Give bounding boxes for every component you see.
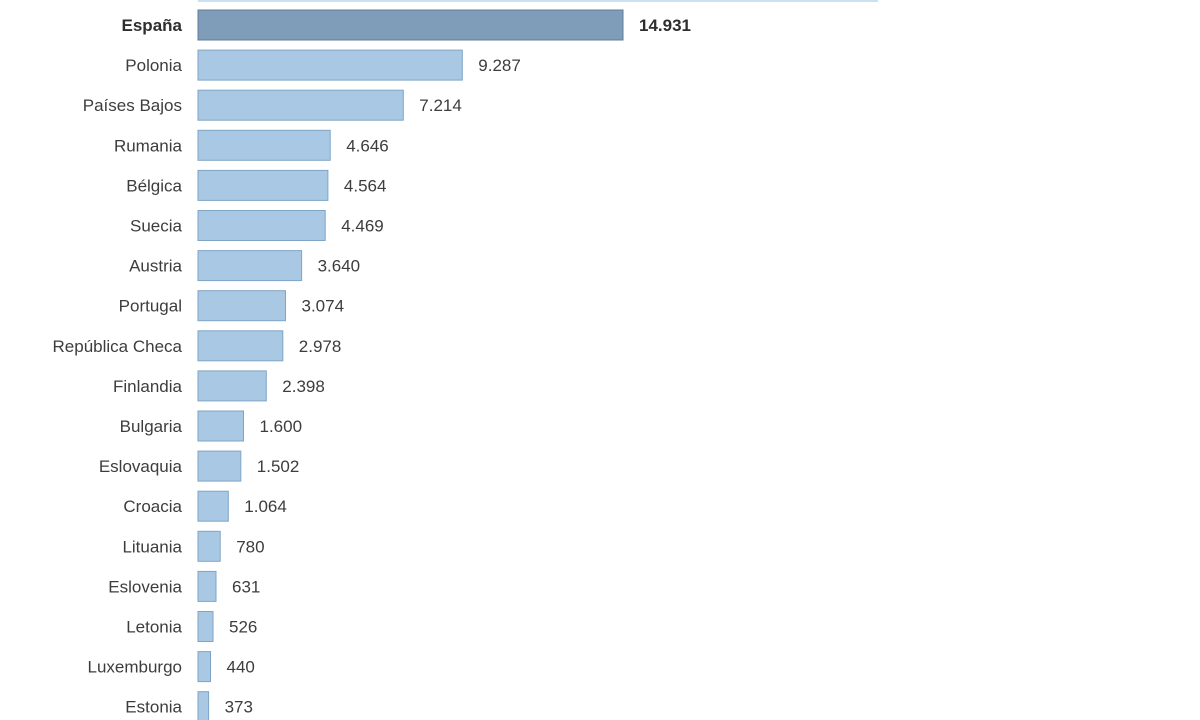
top-partial-bar — [198, 0, 878, 2]
category-label: Suecia — [130, 217, 183, 236]
category-label: Bulgaria — [120, 417, 183, 436]
value-label: 3.074 — [302, 297, 345, 316]
bar-16 — [197, 651, 211, 683]
bar-8 — [197, 330, 284, 362]
value-label: 780 — [236, 537, 264, 556]
bar-14 — [197, 570, 217, 602]
bars-group: España 14.931 Polonia 9.287 Países Bajos 7.21… — [53, 9, 691, 720]
category-label: Eslovenia — [108, 577, 182, 596]
value-label: 373 — [225, 698, 253, 717]
category-label: Eslovaquia — [99, 457, 183, 476]
value-label: 2.398 — [282, 377, 325, 396]
category-label: Rumania — [114, 136, 183, 155]
category-label: Letonia — [126, 618, 182, 637]
category-label: República Checa — [53, 337, 183, 356]
category-label: Estonia — [125, 698, 182, 717]
value-label: 14.931 — [639, 16, 691, 35]
value-label: 1.502 — [257, 457, 300, 476]
bar-11 — [197, 450, 242, 482]
category-label: Bélgica — [126, 176, 182, 195]
category-label: Polonia — [125, 56, 182, 75]
bar-13 — [197, 530, 221, 562]
bar-10 — [197, 410, 244, 442]
value-label: 3.640 — [318, 257, 361, 276]
value-label: 4.646 — [346, 136, 389, 155]
value-label: 2.978 — [299, 337, 342, 356]
bar-6 — [197, 250, 303, 282]
value-label: 4.564 — [344, 176, 387, 195]
bar-4 — [197, 169, 329, 201]
category-label: Finlandia — [113, 377, 183, 396]
value-label: 440 — [227, 658, 255, 677]
bar-15 — [197, 611, 214, 642]
category-label: Luxemburgo — [87, 658, 182, 677]
category-label: España — [122, 16, 183, 35]
category-label: Lituania — [122, 537, 182, 556]
value-label: 4.469 — [341, 217, 384, 236]
value-label: 9.287 — [478, 56, 521, 75]
bar-0 — [197, 9, 624, 41]
bar-17 — [197, 691, 210, 720]
value-label: 526 — [229, 618, 257, 637]
value-label: 1.064 — [244, 497, 287, 516]
value-label: 7.214 — [419, 96, 462, 115]
bar-5 — [197, 210, 326, 241]
category-label: Portugal — [119, 297, 182, 316]
value-label: 1.600 — [260, 417, 303, 436]
bar-9 — [197, 370, 267, 402]
category-label: Países Bajos — [83, 96, 182, 115]
category-label: Croacia — [123, 497, 182, 516]
bar-7 — [197, 290, 286, 322]
bar-1 — [197, 49, 463, 81]
value-label: 631 — [232, 577, 260, 596]
bar-2 — [197, 89, 404, 121]
bar-12 — [197, 490, 229, 522]
bar-3 — [197, 129, 331, 161]
category-label: Austria — [129, 257, 182, 276]
